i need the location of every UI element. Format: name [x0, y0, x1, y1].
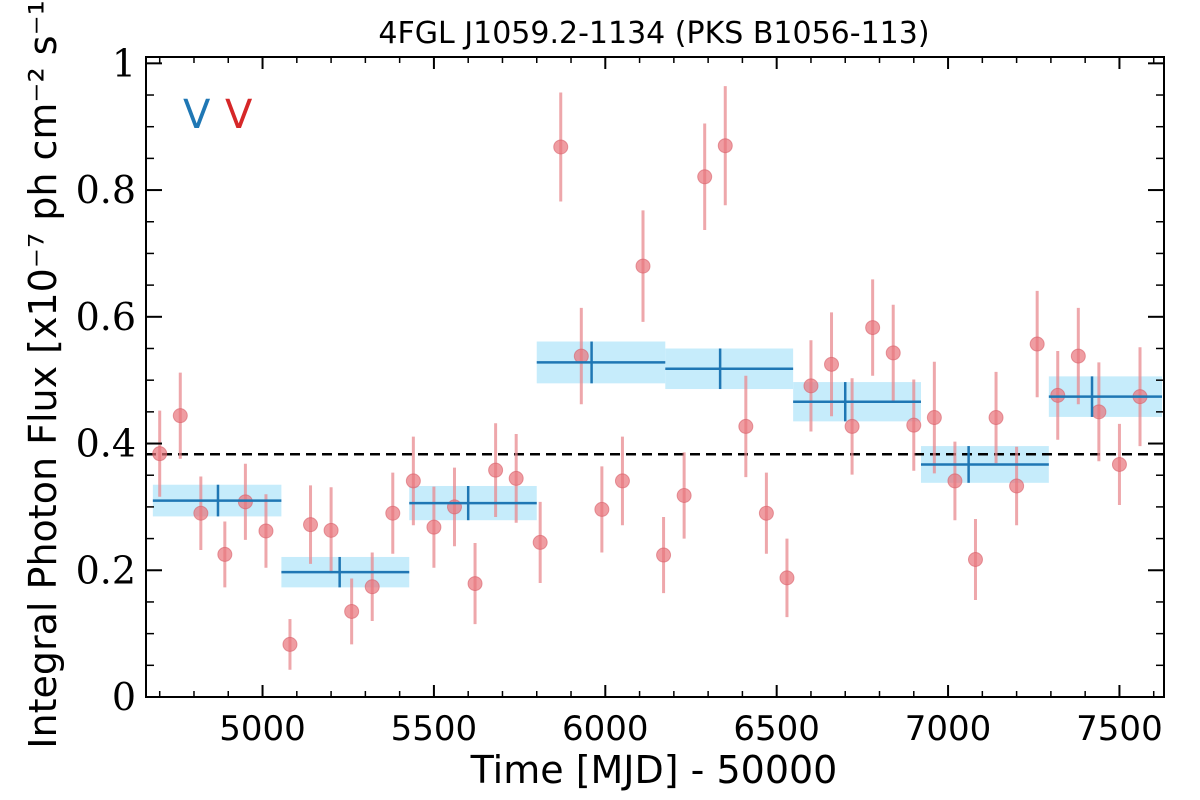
- y-tick-label: 0.6: [76, 295, 136, 339]
- flux-point: [779, 570, 795, 586]
- x-tick-label: 5500: [391, 709, 478, 749]
- x-tick-label: 6500: [733, 709, 820, 749]
- flux-point: [282, 636, 298, 652]
- flux-point: [738, 418, 754, 434]
- flux-point: [885, 345, 901, 361]
- flux-point: [426, 519, 442, 535]
- flux-point: [926, 410, 942, 426]
- flux-point: [172, 408, 188, 424]
- flux-point: [323, 522, 339, 538]
- plot-frame: [145, 56, 1165, 698]
- flux-point: [844, 418, 860, 434]
- flux-point: [532, 534, 548, 550]
- flux-point: [1070, 348, 1086, 364]
- flux-point: [824, 356, 840, 372]
- flux-point: [385, 505, 401, 521]
- flux-point: [193, 505, 209, 521]
- legend-marker-red: V: [225, 92, 253, 138]
- flux-point: [467, 576, 483, 592]
- flux-point: [405, 473, 421, 489]
- flux-point: [1009, 478, 1025, 494]
- tick-layer: 5000 5500 6000 6500 7000 7500 0 0.2 0.4 0.6 0.8 1: [76, 41, 1164, 749]
- flux-point: [573, 348, 589, 364]
- x-tick-label: 6000: [562, 709, 649, 749]
- flux-point: [488, 462, 504, 478]
- x-tick-label: 7000: [905, 709, 992, 749]
- flux-point: [717, 138, 733, 154]
- flux-point: [1091, 404, 1107, 420]
- y-tick-label: 0.8: [76, 168, 136, 212]
- flux-point: [152, 446, 168, 462]
- x-axis-label: Time [MJD] - 50000: [470, 748, 838, 792]
- flux-point: [676, 487, 692, 503]
- flux-point: [803, 378, 819, 394]
- flux-point: [635, 258, 651, 274]
- flux-point: [1029, 336, 1045, 352]
- flux-point: [947, 473, 963, 489]
- flux-point: [656, 547, 672, 563]
- flux-point: [344, 603, 360, 619]
- y-tick-label: 0: [112, 675, 136, 719]
- flux-point: [1111, 456, 1127, 472]
- x-tick-label: 7500: [1076, 709, 1163, 749]
- flux-point: [1050, 387, 1066, 403]
- x-tick-label: 5000: [219, 709, 306, 749]
- flux-point: [364, 579, 380, 595]
- flux-point: [237, 494, 253, 510]
- flux-point: [967, 551, 983, 567]
- legend-marker-blue: V: [183, 92, 211, 138]
- flux-point: [697, 169, 713, 185]
- flux-point: [906, 417, 922, 433]
- flux-points-layer: [152, 86, 1148, 670]
- flux-point: [988, 410, 1004, 426]
- bin-marks-layer: [152, 341, 1162, 588]
- chart-title: 4FGL J1059.2-1134 (PKS B1056-113): [378, 16, 929, 51]
- flux-point: [758, 505, 774, 521]
- flux-point: [865, 320, 881, 336]
- y-axis-label: Integral Photon Flux [x10⁻⁷ ph cm⁻² s⁻¹]: [21, 0, 65, 749]
- y-tick-label: 1: [112, 41, 136, 85]
- flux-point: [553, 139, 569, 155]
- plot-frame-border: [145, 56, 1165, 698]
- y-tick-label: 0.2: [76, 548, 136, 592]
- flux-point: [258, 523, 274, 539]
- flux-point: [594, 501, 610, 517]
- flux-point: [508, 470, 524, 486]
- flux-point: [217, 546, 233, 562]
- y-tick-label: 0.4: [76, 422, 136, 466]
- flux-point: [614, 473, 630, 489]
- flux-point: [303, 517, 319, 533]
